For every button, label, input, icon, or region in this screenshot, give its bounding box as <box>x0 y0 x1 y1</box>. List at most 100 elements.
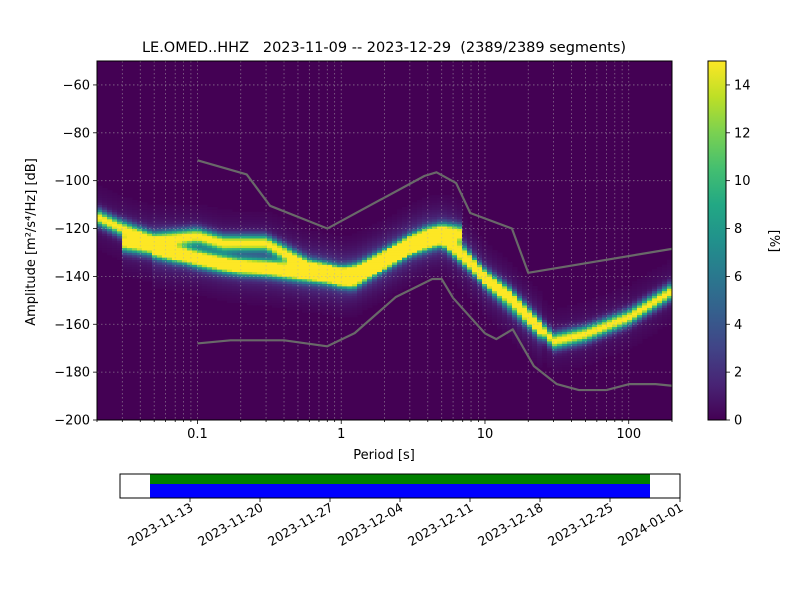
density-cell <box>102 247 108 251</box>
density-cell <box>207 228 213 232</box>
density-cell <box>362 259 368 263</box>
density-cell <box>312 278 318 282</box>
density-cell <box>277 305 283 308</box>
density-cell <box>422 235 428 239</box>
density-cell <box>537 341 543 344</box>
density-cell <box>437 247 443 251</box>
density-cell <box>382 254 388 258</box>
density-cell <box>117 250 123 253</box>
density-cell <box>442 195 448 198</box>
density-cell <box>402 264 408 268</box>
density-cell <box>497 288 503 292</box>
density-cell <box>397 276 403 280</box>
density-cell <box>537 297 543 301</box>
density-cell <box>237 264 243 268</box>
density-cell <box>322 235 328 239</box>
density-cell <box>312 245 318 249</box>
density-cell <box>322 281 328 284</box>
density-cell <box>312 252 318 256</box>
density-cell <box>227 214 233 217</box>
density-cell <box>367 226 373 229</box>
density-cell <box>167 238 173 241</box>
density-cell <box>342 302 348 306</box>
density-cell <box>272 271 278 275</box>
density-cell <box>267 259 273 263</box>
density-cell <box>657 300 663 304</box>
density-cell <box>207 247 213 251</box>
density-cell <box>667 288 672 292</box>
density-cell <box>237 247 243 251</box>
density-cell <box>472 240 478 244</box>
density-cell <box>212 216 218 220</box>
density-cell <box>322 307 328 311</box>
density-cell <box>247 257 253 261</box>
density-cell <box>402 235 408 239</box>
density-cell <box>432 257 438 261</box>
density-cell <box>342 285 348 289</box>
density-cell <box>617 329 623 332</box>
density-cell <box>392 283 398 287</box>
density-cell <box>222 290 228 294</box>
density-cell <box>147 221 153 225</box>
density-cell <box>237 235 243 239</box>
density-cell <box>447 259 453 263</box>
density-cell <box>137 235 143 239</box>
density-cell <box>627 300 633 304</box>
density-cell <box>122 223 128 227</box>
density-cell <box>652 293 658 296</box>
density-cell <box>442 206 448 210</box>
density-cell <box>652 271 658 275</box>
density-cell <box>547 352 553 356</box>
density-cell <box>337 295 343 299</box>
density-cell <box>162 252 168 256</box>
density-cell <box>97 240 103 244</box>
density-cell <box>127 199 133 203</box>
density-cell <box>197 259 203 263</box>
density-cell <box>97 230 103 234</box>
density-cell <box>617 348 623 351</box>
density-cell <box>377 259 383 263</box>
density-cell <box>257 226 263 229</box>
density-cell <box>282 269 288 273</box>
density-cell <box>192 218 198 222</box>
density-cell <box>127 206 133 210</box>
density-cell <box>322 305 328 308</box>
density-cell <box>457 266 463 270</box>
density-cell <box>657 305 663 308</box>
density-cell <box>292 247 298 251</box>
density-cell <box>222 276 228 280</box>
density-cell <box>132 254 138 258</box>
density-cell <box>342 254 348 258</box>
density-cell <box>652 324 658 328</box>
density-cell <box>252 238 258 241</box>
density-cell <box>127 214 133 217</box>
density-cell <box>147 250 153 253</box>
density-cell <box>372 285 378 289</box>
density-cell <box>197 252 203 256</box>
density-cell <box>317 302 323 306</box>
density-cell <box>492 300 498 304</box>
density-cell <box>262 240 268 244</box>
density-cell <box>297 245 303 249</box>
density-cell <box>427 259 433 263</box>
density-cell <box>452 221 458 225</box>
density-cell <box>247 238 253 241</box>
density-cell <box>632 288 638 292</box>
density-cell <box>492 264 498 268</box>
density-cell <box>397 266 403 270</box>
density-cell <box>202 257 208 261</box>
density-cell <box>247 288 253 292</box>
density-cell <box>617 343 623 347</box>
density-cell <box>567 357 573 361</box>
density-cell <box>477 276 483 280</box>
density-cell <box>232 297 238 301</box>
density-cell <box>147 233 153 237</box>
density-cell <box>412 235 418 239</box>
density-cell <box>502 326 508 330</box>
density-cell <box>512 300 518 304</box>
density-cell <box>342 293 348 296</box>
density-cell <box>317 300 323 304</box>
density-cell <box>162 206 168 210</box>
density-cell <box>287 228 293 232</box>
density-cell <box>647 309 653 313</box>
